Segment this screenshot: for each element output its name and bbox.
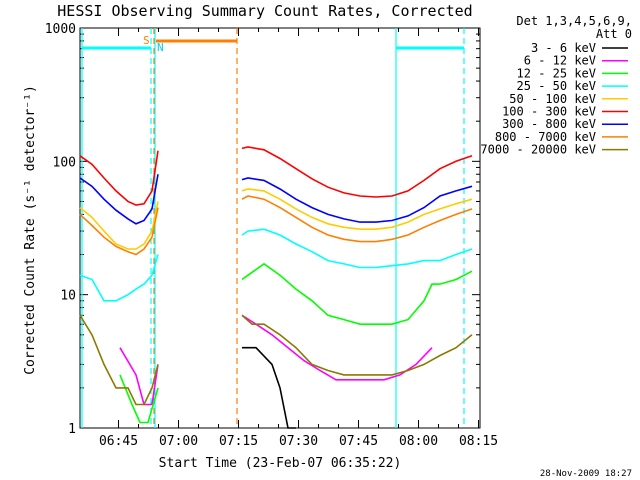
y-tick-label: 100 — [53, 155, 76, 170]
series-line-7-seg0 — [79, 207, 159, 256]
plot-frame — [79, 27, 481, 429]
series-line-5-seg1 — [241, 146, 473, 198]
legend-label: 100 - 300 keV — [502, 105, 596, 119]
legend-label: 6 - 12 keV — [524, 54, 596, 68]
series-line-0-seg0 — [242, 346, 296, 429]
x-tick-label: 08:15 — [459, 434, 498, 449]
x-tick-label: 06:45 — [99, 434, 138, 449]
legend-label: 300 - 800 keV — [502, 117, 596, 131]
legend-label: 12 - 25 keV — [517, 66, 596, 80]
series-line-7-seg1 — [241, 195, 473, 243]
flag-n: N — [157, 41, 164, 54]
y-tick-label: 10 — [60, 289, 76, 304]
series-line-4-seg0 — [79, 201, 159, 250]
x-tick-label: 08:00 — [399, 434, 438, 449]
x-tick-label: 07:30 — [279, 434, 318, 449]
series-line-3-seg1 — [241, 228, 473, 269]
series-line-2-seg0 — [119, 374, 159, 424]
timestamp: 28-Nov-2009 18:27 — [540, 469, 632, 479]
series-line-1-seg1 — [241, 314, 433, 381]
chart-title: HESSI Observing Summary Count Rates, Cor… — [57, 2, 472, 20]
x-tick-label: 07:00 — [159, 434, 198, 449]
series-line-3-seg0 — [79, 254, 159, 302]
y-tick-label: 1 — [68, 422, 76, 437]
legend-label: 25 - 50 keV — [517, 79, 596, 93]
x-tick-label: 07:45 — [339, 434, 378, 449]
series-line-5-seg0 — [79, 150, 159, 206]
series-group — [79, 146, 473, 429]
legend-label: 7000 - 20000 keV — [480, 143, 596, 157]
series-line-4-seg1 — [241, 188, 473, 230]
series-line-8-seg0 — [79, 314, 159, 406]
legend-label: 50 - 100 keV — [509, 92, 596, 106]
series-line-6-seg1 — [241, 177, 473, 223]
legend-header-1: Det 1,3,4,5,6,9, — [516, 14, 632, 28]
y-tick-label: 1000 — [45, 22, 76, 37]
y-axis-ticks: 1 10 100 1000 — [45, 22, 480, 437]
series-line-8-seg1 — [241, 314, 473, 376]
legend-label: 800 - 7000 keV — [495, 130, 596, 144]
flag-s: S — [143, 34, 150, 47]
legend-label: 3 - 6 keV — [531, 41, 596, 55]
x-axis-ticks: 06:45 07:00 07:15 07:30 07:45 08:00 08:15 — [99, 28, 498, 449]
series-line-1-seg0 — [119, 347, 159, 406]
series-line-6-seg0 — [79, 174, 159, 225]
x-axis-label: Start Time (23-Feb-07 06:35:22) — [159, 456, 402, 471]
series-line-2-seg1 — [241, 262, 473, 326]
y-axis-label: Corrected Count Rate (s⁻¹ detector⁻¹) — [23, 85, 38, 375]
x-tick-label: 07:15 — [219, 434, 258, 449]
legend-header-2: Att 0 — [596, 27, 632, 41]
